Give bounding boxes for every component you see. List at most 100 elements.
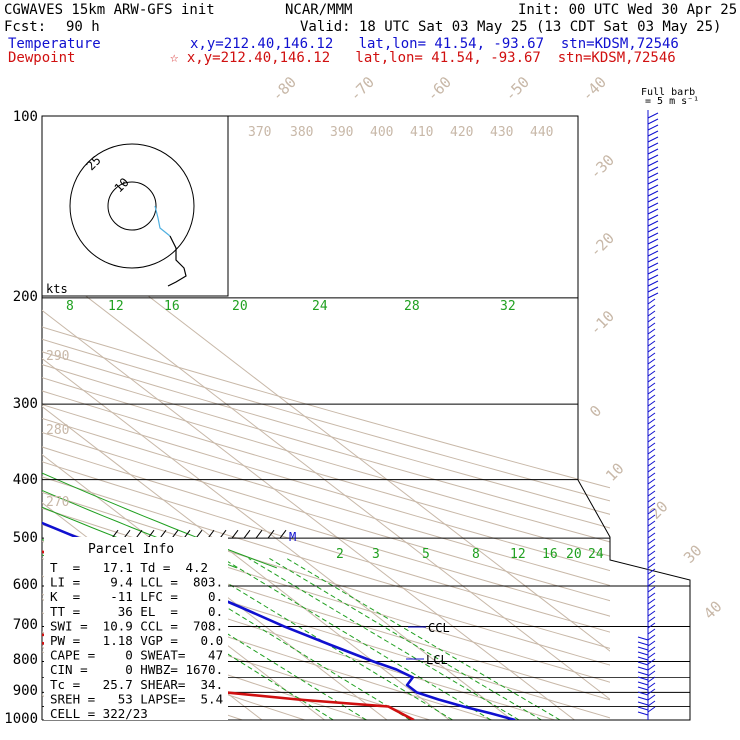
- plot-right-border: [42, 115, 691, 721]
- barb-tick: [647, 400, 656, 407]
- barb-tick: [647, 118, 659, 125]
- pressure-label-300: 300: [13, 396, 38, 412]
- hatch-tick: [195, 529, 203, 539]
- barb-tick: [647, 274, 659, 281]
- barb-tick: [647, 688, 656, 695]
- barb-tick: [647, 364, 656, 371]
- theta-label-280: 280: [46, 423, 69, 438]
- barb-tick: [647, 112, 659, 119]
- parcel-info-panel: Parcel Info T = 17.1 Td = 4.2LI = 9.4 LC…: [44, 537, 228, 721]
- barb-tick: [647, 658, 656, 665]
- barb-tick: [647, 202, 659, 209]
- dry-adiabat-line: [42, 403, 610, 572]
- barb-tick: [647, 376, 656, 383]
- pressure-axis-labels: 100 200 300 400 500 600 700 800 900 1000: [4, 109, 38, 727]
- barb-tick: [647, 502, 656, 509]
- barb-tick: [647, 520, 656, 527]
- barb-tick: [647, 328, 656, 335]
- hatch-tick: [183, 529, 191, 539]
- barb-tick: [647, 460, 656, 467]
- barb-tick: [647, 466, 656, 473]
- mix-label-24: 24: [312, 299, 328, 314]
- init-time: Init: 00 UTC Wed 30 Apr 25: [518, 2, 738, 18]
- barb-tick: [647, 670, 656, 677]
- mixing-ratio-line: [286, 557, 561, 720]
- barb-tick: [647, 220, 659, 227]
- barb-tick: [637, 686, 649, 691]
- hatch-tick: [207, 529, 215, 539]
- parcel-info-row: TT = 36 EL = 0.: [50, 604, 223, 619]
- barb-tick: [647, 652, 656, 659]
- barb-tick: [647, 262, 659, 269]
- theta-label-390: 390: [330, 125, 353, 140]
- isotherm-label-m50: -50: [501, 73, 533, 105]
- theta-label-440: 440: [530, 125, 553, 140]
- isotherm-label-m30: -30: [586, 151, 618, 183]
- dry-adiabat-line: [42, 431, 610, 602]
- barb-tick: [647, 538, 656, 545]
- parcel-info-row: T = 17.1 Td = 4.2: [50, 560, 208, 575]
- barb-tick: [647, 130, 659, 137]
- barb-tick: [647, 646, 656, 653]
- barb-tick: [647, 532, 656, 539]
- barb-tick: [637, 671, 649, 676]
- barb-tick: [647, 454, 656, 461]
- isotherm-line: [0, 116, 12, 720]
- mixing-ratio-line: [42, 506, 197, 569]
- barb-tick: [647, 178, 659, 185]
- mixing-ratio-line: [248, 557, 520, 720]
- mix-label-lower-24: 24: [588, 547, 604, 562]
- barb-tick: [647, 514, 656, 521]
- barb-tick: [647, 322, 656, 329]
- barb-tick: [647, 232, 659, 239]
- hatch-tick: [231, 529, 239, 539]
- dry-adiabat-line: [42, 461, 610, 633]
- theta-label-270: 270: [46, 495, 69, 510]
- hodograph-trace-upper: [167, 235, 187, 287]
- parcel-info-row: CELL = 322/23: [50, 706, 148, 721]
- barb-tick: [647, 634, 656, 641]
- barb-tick: [647, 508, 656, 515]
- hatch-tick: [279, 529, 287, 539]
- barb-legend-line2: = 5 m s⁻¹: [645, 96, 699, 107]
- barb-tick: [647, 160, 659, 167]
- theta-label-430: 430: [490, 125, 513, 140]
- barb-tick: [637, 711, 649, 716]
- theta-labels: 370 380 390 400 410 420 430 440 290 280 …: [46, 125, 553, 510]
- level-annotations: CCL LCL M: [289, 530, 450, 667]
- barb-tick: [647, 616, 656, 623]
- m-marker: M: [289, 530, 296, 544]
- barb-tick: [647, 370, 656, 377]
- dry-adiabat-line: [42, 351, 610, 515]
- barb-tick: [647, 298, 656, 305]
- barb-tick: [647, 436, 656, 443]
- barb-tick: [647, 484, 656, 491]
- barb-tick: [647, 628, 656, 635]
- org-label: NCAR/MMM: [285, 2, 353, 18]
- mix-label-lower-5: 5: [422, 547, 430, 562]
- temperature-location: x,y=212.40,146.12 lat,lon= 41.54, -93.67…: [190, 36, 679, 52]
- barb-tick: [647, 694, 656, 701]
- barb-tick: [647, 568, 656, 575]
- isotherm-label-40: 40: [700, 597, 726, 623]
- isotherm-label-10: 10: [602, 459, 628, 485]
- barb-tick: [637, 681, 649, 686]
- barb-tick: [647, 700, 656, 707]
- parcel-info-row: CIN = 0 HWBZ= 1670.: [50, 662, 223, 677]
- mix-label-20: 20: [232, 299, 248, 314]
- barb-tick: [647, 358, 656, 365]
- barb-tick: [647, 352, 656, 359]
- barb-tick: [647, 496, 656, 503]
- pressure-label-700: 700: [13, 617, 38, 633]
- isotherm-label-m80: -80: [268, 73, 300, 105]
- barb-tick: [647, 334, 656, 341]
- barb-tick: [647, 424, 656, 431]
- hodograph: 25 10 kts: [41, 115, 229, 297]
- hatch-tick: [255, 529, 263, 539]
- hatch-tick: [147, 529, 155, 539]
- barb-tick: [647, 556, 656, 563]
- parcel-info-title: Parcel Info: [88, 542, 174, 557]
- theta-label-420: 420: [450, 125, 473, 140]
- barb-tick: [647, 676, 656, 683]
- dry-adiabat-line: [42, 338, 610, 502]
